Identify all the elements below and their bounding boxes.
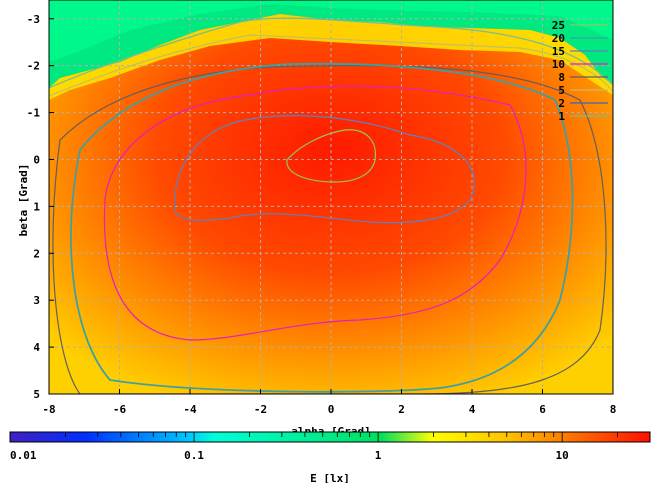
x-tick-label: 2	[398, 403, 405, 416]
contour-10	[103, 85, 527, 341]
x-tick-label: 0	[328, 403, 335, 416]
contour-8	[52, 64, 607, 394]
colorbar-tick-label: 1	[375, 449, 382, 462]
x-ticks: -8 -6 -4 -2 0 2 4 6 8	[42, 389, 616, 416]
legend-label: 8	[558, 71, 565, 84]
y-ticks: -3 -2 -1 0 1 2 3 4 5	[27, 13, 54, 401]
legend-label: 20	[552, 32, 565, 45]
legend-label: 10	[552, 58, 565, 71]
legend-label: 2	[558, 97, 565, 110]
legend-label: 5	[558, 84, 565, 97]
y-tick-label: -2	[27, 60, 40, 73]
colorbar-ticks: 0.01 0.1 1 10	[9, 432, 651, 462]
yellow-fringe	[49, 14, 613, 100]
contour-1	[49, 17, 613, 89]
colorbar-tick-label: 0.1	[184, 449, 204, 462]
x-tick-label: -6	[113, 403, 127, 416]
y-tick-label: -3	[27, 13, 40, 26]
colorbar: 0.01 0.1 1 10	[9, 431, 651, 462]
contour-15	[174, 115, 475, 224]
x-tick-label: 8	[610, 403, 617, 416]
x-tick-label: 6	[539, 403, 546, 416]
contour-5	[49, 34, 613, 97]
x-tick-label: -2	[254, 403, 267, 416]
contours	[49, 17, 613, 394]
y-tick-label: 3	[33, 294, 40, 307]
x-tick-label: 4	[469, 403, 476, 416]
contour-25	[286, 129, 376, 183]
low-illuminance-band-outer	[49, 0, 613, 88]
y-tick-label: -1	[27, 107, 41, 120]
y-tick-label: 1	[33, 200, 40, 213]
y-axis-label: beta [Grad]	[17, 164, 30, 237]
low-illuminance-band-inner	[49, 0, 613, 62]
x-tick-label: -8	[42, 403, 55, 416]
y-tick-label: 2	[33, 247, 40, 260]
plot-area	[49, 0, 613, 394]
x-tick-label: -4	[183, 403, 197, 416]
legend-label: 1	[558, 110, 565, 123]
legend-label: 25	[552, 19, 565, 32]
y-tick-label: 0	[33, 153, 40, 166]
colorbar-tick-label: 0.01	[10, 449, 37, 462]
y-tick-label: 4	[33, 341, 40, 354]
contour-20	[70, 62, 574, 393]
y-tick-label: 5	[33, 388, 40, 401]
legend-label: 15	[552, 45, 565, 58]
colorbar-label: E [lx]	[310, 472, 350, 483]
colorbar-tick-label: 10	[556, 449, 569, 462]
